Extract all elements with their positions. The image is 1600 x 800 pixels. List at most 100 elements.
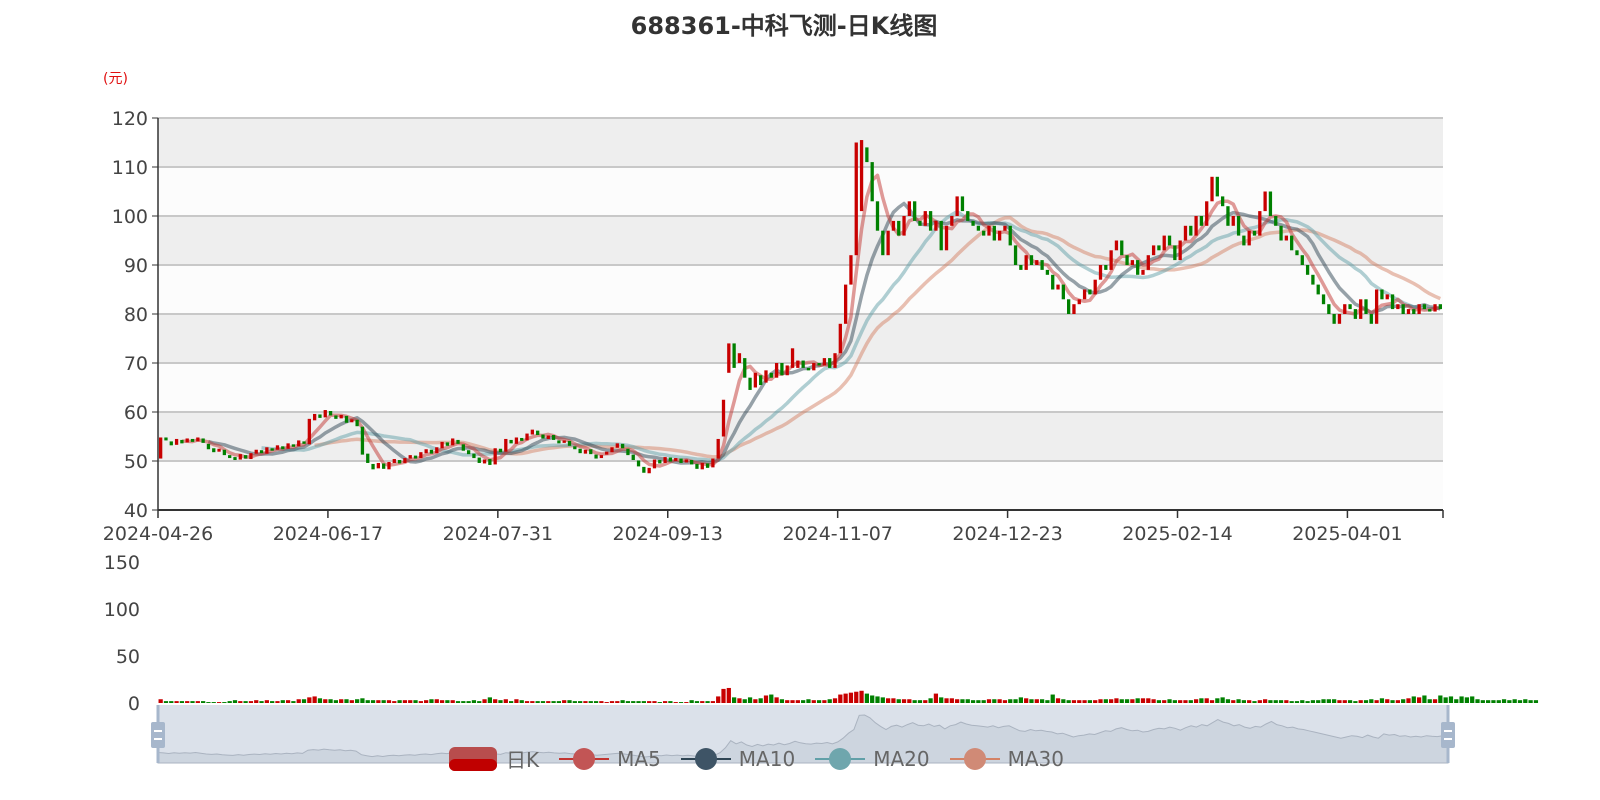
y-tick-label: 60 bbox=[124, 402, 148, 424]
volume-bar bbox=[1416, 697, 1422, 703]
volume-bar bbox=[508, 701, 514, 703]
volume-bar bbox=[211, 702, 216, 703]
candle bbox=[822, 358, 827, 366]
candle bbox=[928, 211, 933, 231]
volume-bar bbox=[885, 698, 891, 703]
candle bbox=[578, 448, 582, 454]
volume-bar bbox=[742, 699, 747, 703]
volume-bar bbox=[1225, 699, 1231, 703]
candle bbox=[589, 449, 593, 455]
candle bbox=[159, 437, 163, 459]
candle bbox=[918, 220, 922, 226]
legend-item-ma20[interactable]: MA20 bbox=[815, 745, 930, 773]
x-tick-label: 2024-11-07 bbox=[782, 523, 892, 545]
candle bbox=[774, 363, 779, 378]
volume-bar bbox=[562, 700, 567, 703]
volume-bar bbox=[1199, 698, 1204, 703]
volume-bar bbox=[360, 698, 365, 703]
candle bbox=[727, 343, 731, 373]
legend-item-ma10[interactable]: MA10 bbox=[680, 745, 795, 773]
volume-bar bbox=[965, 699, 970, 703]
candle bbox=[201, 438, 205, 443]
volume-bar bbox=[737, 698, 742, 703]
candle bbox=[164, 437, 168, 441]
volume-bar bbox=[657, 702, 662, 703]
volume-bar bbox=[721, 688, 726, 703]
volume-bar bbox=[689, 700, 694, 703]
volume-bar bbox=[615, 701, 620, 703]
volume-bar bbox=[1385, 699, 1390, 703]
candle bbox=[174, 438, 179, 445]
volume-bar bbox=[1178, 700, 1183, 703]
candle bbox=[1173, 245, 1177, 261]
candle bbox=[1295, 250, 1299, 256]
candle bbox=[1390, 294, 1395, 310]
volume-bar bbox=[1395, 700, 1400, 703]
volume-bar bbox=[1480, 700, 1485, 703]
candle bbox=[907, 201, 911, 216]
volume-bar bbox=[1146, 698, 1151, 703]
volume-bar bbox=[259, 701, 264, 703]
volume-bar bbox=[1034, 699, 1039, 703]
volume-bar bbox=[1454, 699, 1459, 703]
slider-left-handle[interactable] bbox=[151, 722, 165, 748]
line-legend-icon bbox=[559, 747, 610, 770]
candle bbox=[451, 438, 455, 446]
x-tick-label: 2024-06-17 bbox=[273, 523, 383, 545]
legend-item-ma5[interactable]: MA5 bbox=[559, 745, 661, 773]
volume-bar bbox=[1124, 699, 1130, 703]
volume-bar bbox=[1109, 699, 1114, 703]
volume-bar bbox=[1135, 698, 1140, 703]
candle bbox=[466, 450, 471, 455]
legend-item-dayk[interactable]: 日K bbox=[448, 744, 539, 773]
candle bbox=[1024, 255, 1028, 270]
volume-bar bbox=[870, 695, 875, 703]
volume-bar bbox=[477, 701, 482, 703]
candle bbox=[190, 438, 195, 442]
volume-bar bbox=[365, 700, 370, 703]
volume-bar bbox=[875, 696, 880, 703]
slider-right-handle[interactable] bbox=[1441, 722, 1455, 748]
candle bbox=[897, 220, 901, 236]
datazoom-slider[interactable] bbox=[151, 705, 1455, 764]
candle bbox=[456, 439, 460, 444]
legend-label: MA20 bbox=[873, 746, 930, 771]
volume-bar bbox=[832, 698, 838, 703]
candle bbox=[759, 375, 763, 386]
candle bbox=[636, 460, 641, 467]
volume-bar bbox=[1528, 700, 1533, 703]
candle bbox=[1151, 245, 1156, 256]
volume-bar bbox=[264, 700, 269, 703]
volume-bar bbox=[1039, 699, 1045, 703]
volume-y-tick-label: 100 bbox=[104, 599, 140, 621]
candle bbox=[1337, 314, 1342, 324]
legend-item-ma30[interactable]: MA30 bbox=[949, 745, 1064, 773]
candle bbox=[509, 439, 513, 444]
candle bbox=[259, 450, 264, 454]
candle bbox=[1029, 255, 1034, 265]
volume-bar bbox=[1236, 699, 1241, 703]
candle bbox=[843, 284, 848, 324]
volume-bar bbox=[578, 701, 583, 703]
volume-bar bbox=[328, 699, 333, 703]
candle bbox=[812, 363, 816, 371]
volume-bar bbox=[493, 699, 498, 703]
volume-bar bbox=[1411, 696, 1416, 703]
volume-bar bbox=[816, 700, 822, 703]
volume-bar bbox=[795, 700, 800, 703]
candle bbox=[1082, 289, 1087, 300]
volume-bar bbox=[535, 701, 540, 703]
x-tick-label: 2025-04-01 bbox=[1292, 523, 1402, 545]
candle bbox=[514, 437, 519, 444]
volume-bar bbox=[307, 697, 312, 703]
candle bbox=[1210, 176, 1214, 202]
candle bbox=[397, 460, 402, 464]
candle bbox=[1364, 299, 1368, 314]
candle bbox=[1104, 265, 1108, 270]
candle bbox=[594, 454, 598, 459]
candle bbox=[583, 449, 588, 454]
y-tick-label: 100 bbox=[112, 206, 148, 228]
volume-bar bbox=[1342, 700, 1347, 703]
volume-bar bbox=[1162, 700, 1167, 703]
volume-bar bbox=[1401, 699, 1406, 703]
